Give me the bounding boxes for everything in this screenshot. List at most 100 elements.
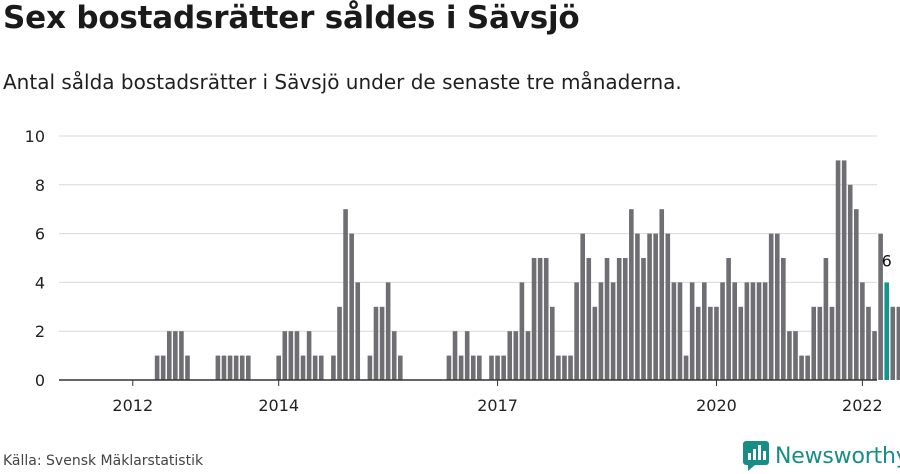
bar [179, 331, 184, 380]
bar [501, 355, 506, 380]
bar [160, 355, 166, 380]
bar [726, 258, 731, 380]
bar [647, 233, 652, 380]
bar [854, 209, 859, 380]
bar [513, 331, 519, 380]
bar [294, 331, 300, 380]
bar [525, 331, 531, 380]
bar [531, 258, 537, 380]
x-tick-label: 2017 [477, 396, 518, 415]
bar [398, 355, 403, 380]
y-tick-label: 10 [25, 127, 45, 146]
bar [215, 355, 221, 380]
bar [768, 233, 774, 380]
bar [246, 355, 251, 380]
bar [221, 355, 227, 380]
bar [464, 331, 470, 380]
bar [349, 233, 354, 380]
bar [708, 306, 713, 380]
bar [337, 306, 342, 380]
bar [185, 355, 190, 380]
bar [805, 355, 810, 380]
bar [312, 355, 318, 380]
y-tick-label: 8 [35, 176, 45, 195]
bar [519, 282, 525, 380]
bar [477, 355, 482, 380]
bar [762, 282, 768, 380]
brand-name: Newsworthy [775, 443, 900, 469]
bar [720, 282, 725, 380]
bar [756, 282, 762, 380]
bar [744, 282, 750, 380]
bar [841, 160, 847, 380]
bar [781, 258, 786, 380]
x-tick-label: 2014 [258, 396, 299, 415]
bar [695, 306, 701, 380]
bar [288, 331, 294, 380]
bar [495, 355, 500, 380]
bar [489, 355, 494, 380]
bar [227, 355, 233, 380]
highlight-data-label: 6 [882, 251, 892, 270]
bar [774, 233, 780, 380]
bar [276, 355, 281, 380]
bar [787, 331, 792, 380]
bar [562, 355, 567, 380]
bar [385, 282, 391, 380]
page-title: Sex bostadsrätter såldes i Sävsjö [3, 0, 580, 36]
bar [829, 306, 835, 380]
bar [537, 258, 543, 380]
bar [823, 258, 829, 380]
bar [300, 355, 306, 380]
bar [890, 306, 896, 380]
bar [866, 306, 871, 380]
bar [896, 306, 900, 380]
bar [635, 233, 640, 380]
bar [306, 331, 312, 380]
bar [732, 282, 737, 380]
bar [616, 258, 622, 380]
bar [318, 355, 324, 380]
bar [556, 355, 561, 380]
bar [166, 331, 172, 380]
bar [343, 209, 348, 380]
bar [239, 355, 245, 380]
bar [811, 306, 817, 380]
bar [817, 306, 823, 380]
bar [629, 209, 634, 380]
x-tick-label: 2020 [696, 396, 737, 415]
bar [507, 331, 513, 380]
bar [689, 282, 695, 380]
y-tick-label: 0 [35, 371, 45, 390]
bar [233, 355, 239, 380]
bar [367, 355, 373, 380]
bar [458, 355, 464, 380]
bar [878, 233, 883, 380]
bar [586, 258, 592, 380]
brand-logo: Newsworthy [743, 441, 900, 471]
highlight-bar [884, 282, 889, 380]
bar [568, 355, 573, 380]
bar [452, 331, 458, 380]
bar [847, 184, 853, 380]
y-tick-label: 6 [35, 225, 45, 244]
bar [610, 282, 616, 380]
bar [173, 331, 178, 380]
bar [622, 258, 628, 380]
bar [665, 233, 671, 380]
bar [677, 282, 683, 380]
bar [750, 282, 756, 380]
chart-subtitle: Antal sålda bostadsrätter i Sävsjö under… [3, 70, 682, 94]
bar [872, 331, 877, 380]
bar [683, 355, 689, 380]
bar [671, 282, 677, 380]
bar [835, 160, 841, 380]
bar [604, 258, 610, 380]
bar [543, 258, 549, 380]
bar [470, 355, 476, 380]
bar [799, 355, 804, 380]
bar [592, 306, 598, 380]
bar [379, 306, 385, 380]
bar [574, 282, 579, 380]
bar [860, 282, 865, 380]
